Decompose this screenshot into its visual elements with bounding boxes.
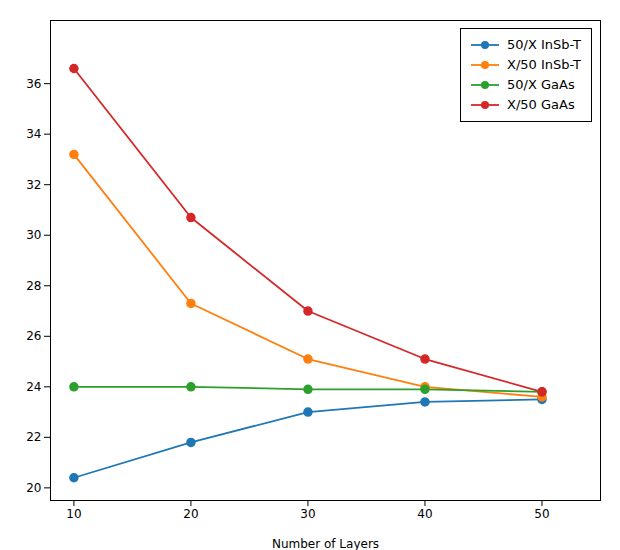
html-text:X/50 InSb-T: X/50 InSb-T xyxy=(507,57,581,72)
svg-text:22: 22 xyxy=(26,430,41,444)
svg-text:36: 36 xyxy=(26,76,41,90)
svg-text:20: 20 xyxy=(26,481,41,495)
svg-text:30: 30 xyxy=(300,507,315,521)
svg-text:32: 32 xyxy=(26,178,41,192)
html-text:50/X GaAs: 50/X GaAs xyxy=(507,77,575,92)
svg-text:Number of Layers: Number of Layers xyxy=(272,537,379,550)
html-text:50/X InSb-T: 50/X InSb-T xyxy=(507,37,581,52)
svg-text:24: 24 xyxy=(26,380,41,394)
svg-text:26: 26 xyxy=(26,329,41,343)
svg-text:28: 28 xyxy=(26,279,41,293)
html-text:X/50 GaAs: X/50 GaAs xyxy=(507,97,575,112)
svg-text:30: 30 xyxy=(26,228,41,242)
svg-text:20: 20 xyxy=(183,507,198,521)
svg-text:34: 34 xyxy=(26,127,41,141)
svg-text:10: 10 xyxy=(66,507,81,521)
svg-text:40: 40 xyxy=(417,507,432,521)
svg-text:50: 50 xyxy=(534,507,549,521)
